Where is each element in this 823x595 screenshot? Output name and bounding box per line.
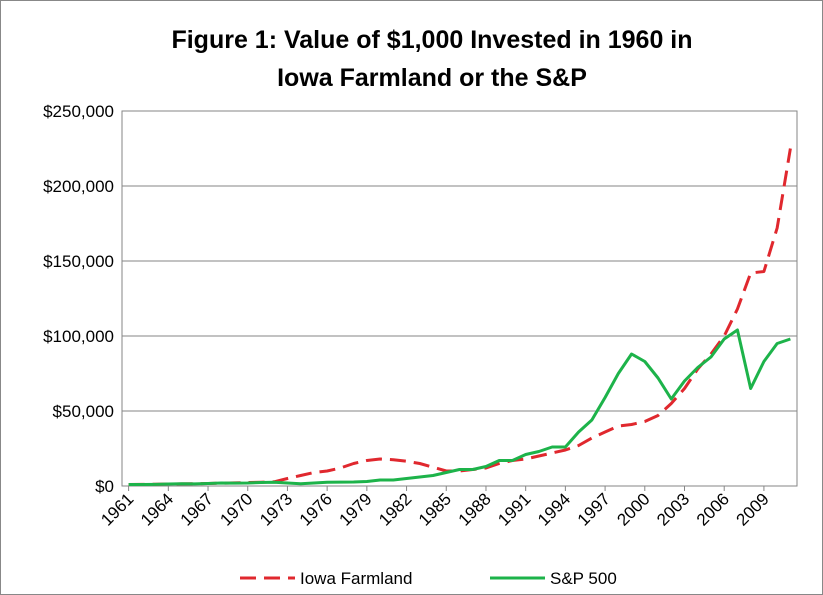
y-tick-label: $200,000 <box>43 177 114 196</box>
data-line <box>128 328 791 486</box>
y-tick-label: $0 <box>95 477 114 496</box>
chart-title: Figure 1: Value of $1,000 Invested in 19… <box>171 26 692 54</box>
chart-title: Iowa Farmland or the S&P <box>277 64 587 92</box>
y-tick-label: $50,000 <box>53 402 114 421</box>
y-tick-label: $250,000 <box>43 102 114 121</box>
legend-label: Iowa Farmland <box>300 569 412 588</box>
y-tick-label: $150,000 <box>43 252 114 271</box>
legend-label: S&P 500 <box>550 569 617 588</box>
y-tick-label: $100,000 <box>43 327 114 346</box>
